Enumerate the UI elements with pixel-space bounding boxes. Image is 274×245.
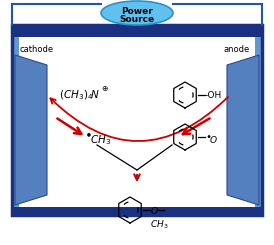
Text: -OH: -OH [205,90,222,99]
Text: Source: Source [119,14,155,24]
Text: $CH_3$: $CH_3$ [90,133,111,147]
Polygon shape [227,55,259,205]
FancyArrowPatch shape [50,97,228,141]
Bar [12,207,262,215]
Text: $O$: $O$ [209,134,218,145]
Text: $\bullet$: $\bullet$ [84,127,92,140]
Text: $\bullet$: $\bullet$ [205,130,212,140]
Text: $O$: $O$ [150,205,159,216]
Ellipse shape [101,1,173,25]
Text: $\oplus$: $\oplus$ [101,84,109,93]
Text: $(CH_3)_4\!N$: $(CH_3)_4\!N$ [59,88,100,102]
Text: cathode: cathode [20,45,54,54]
Bar [19,37,255,207]
Bar [12,25,262,37]
Text: Power: Power [121,7,153,15]
Text: $CH_3$: $CH_3$ [150,218,168,231]
Polygon shape [15,55,47,205]
Text: anode: anode [224,45,250,54]
Bar [12,25,262,215]
